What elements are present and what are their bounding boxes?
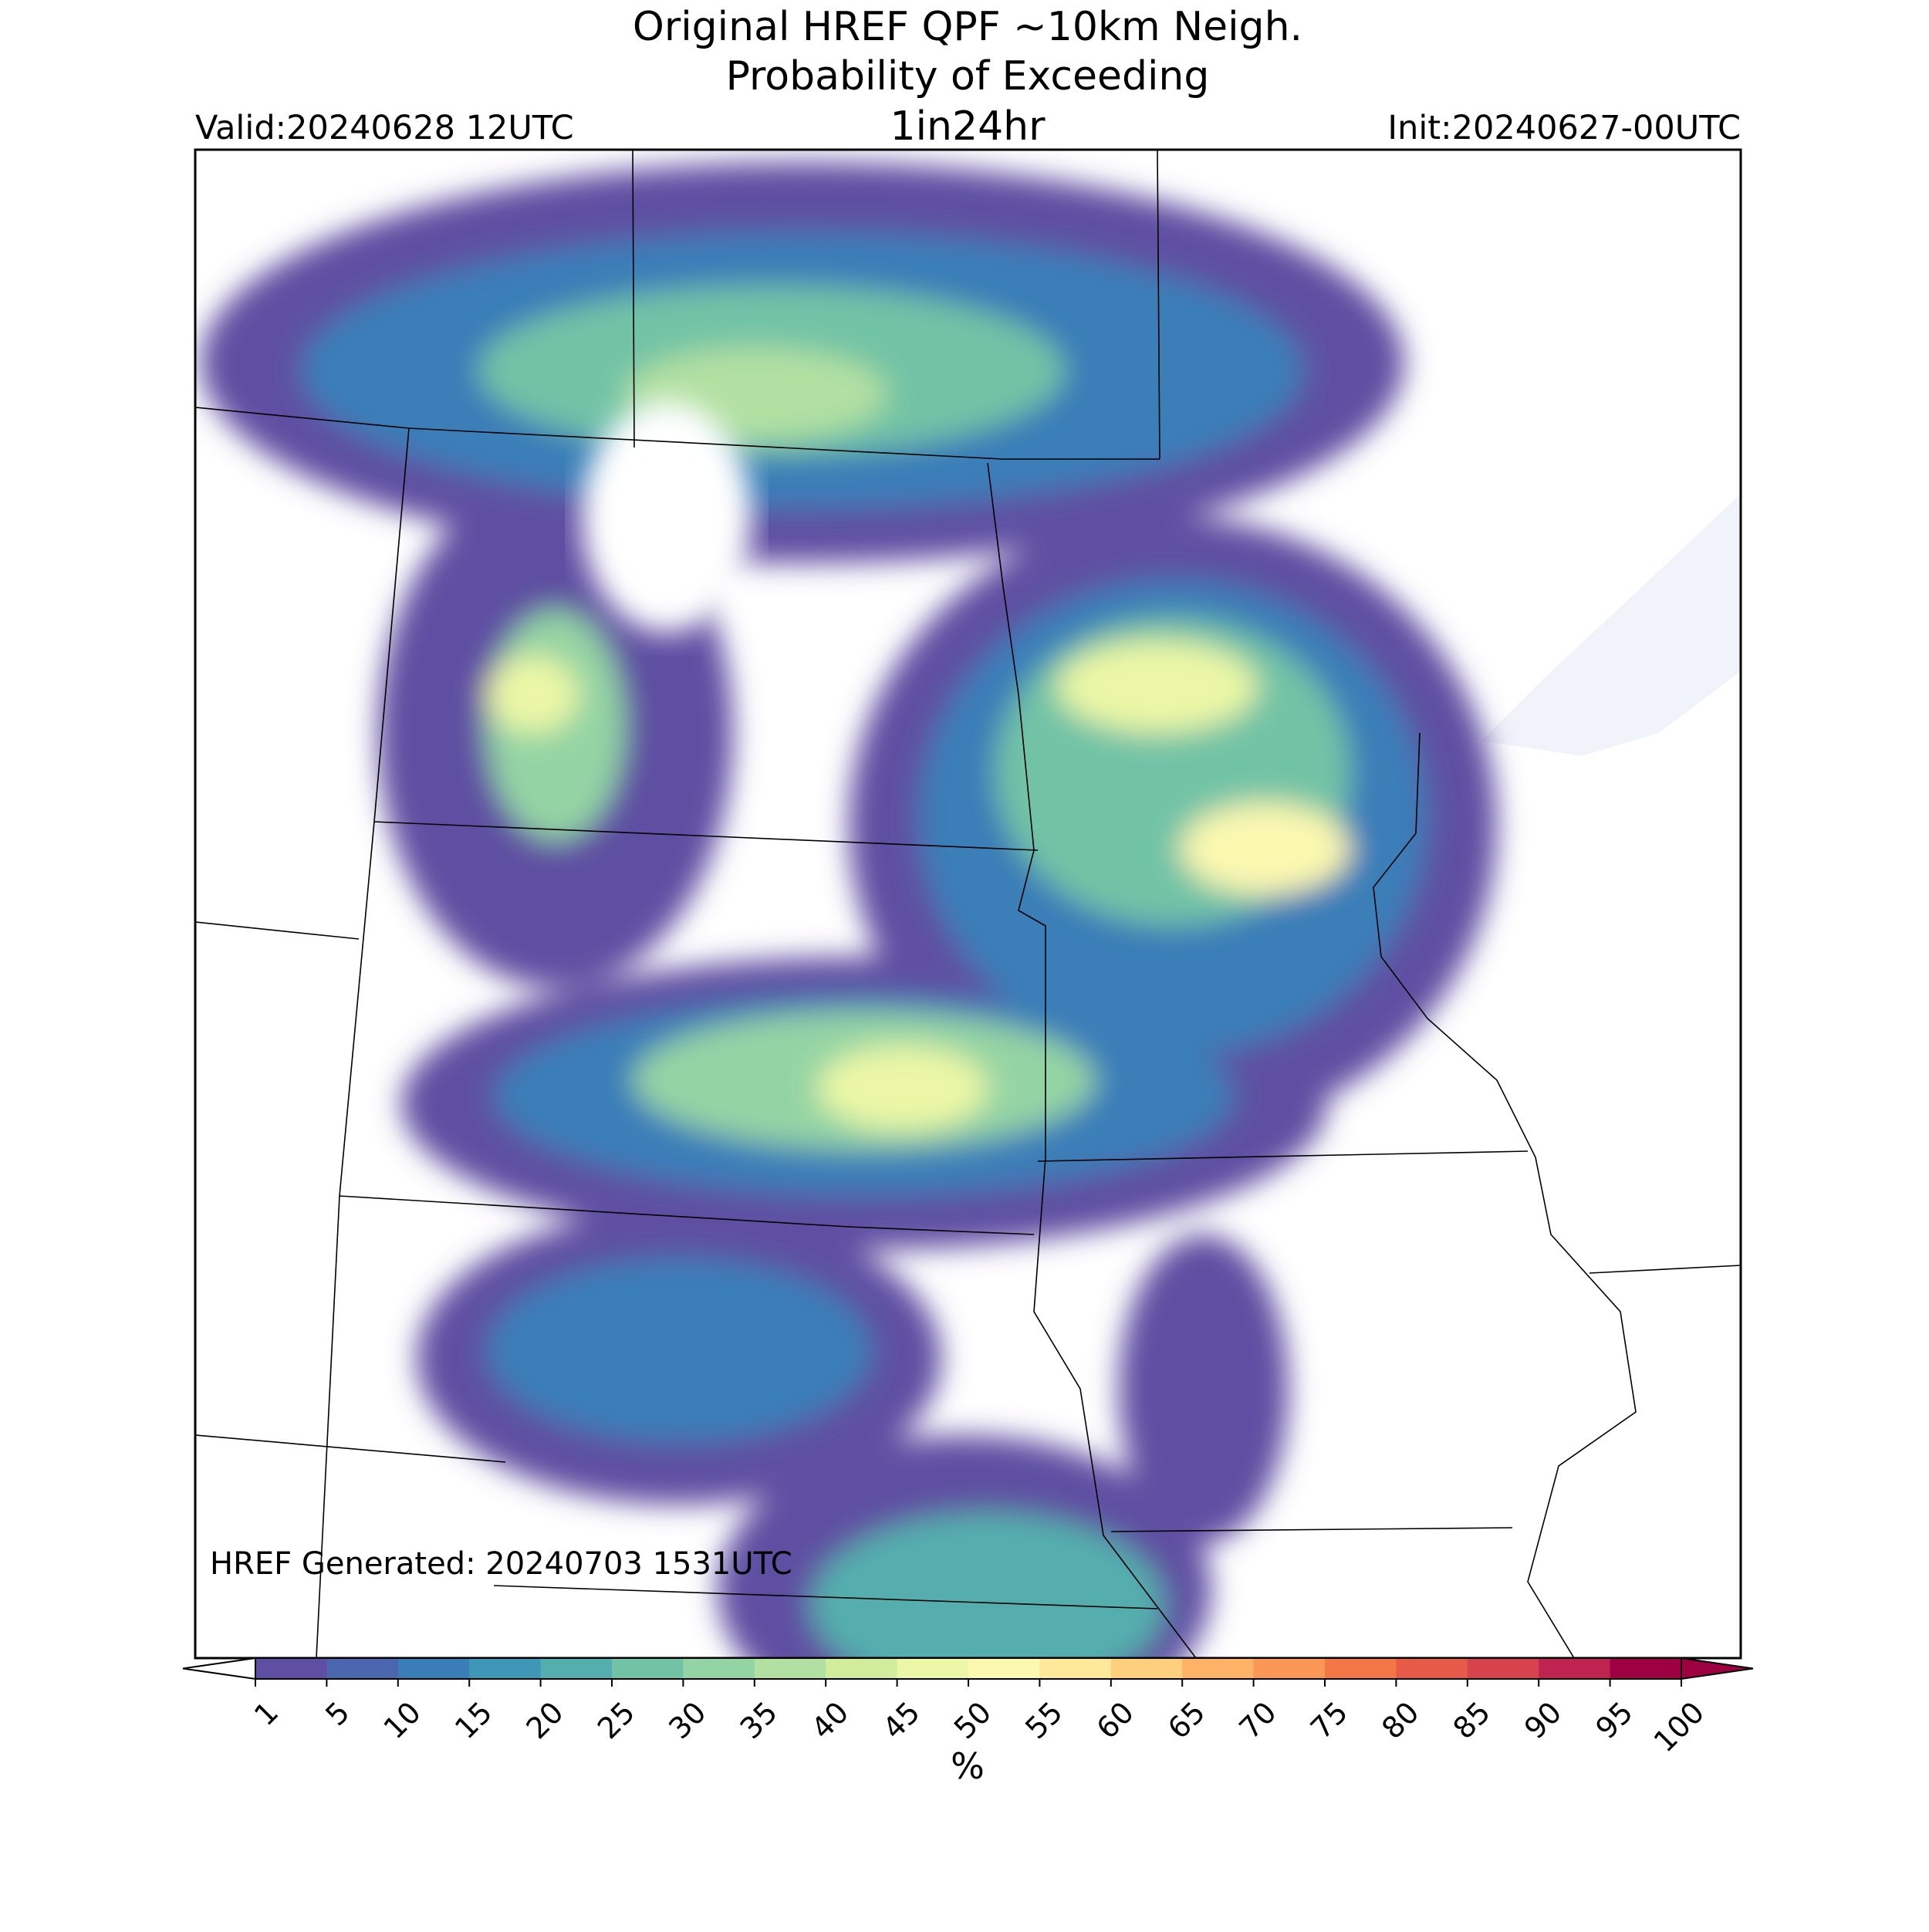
colorbar-segment <box>1539 1658 1611 1679</box>
tick-label: 45 <box>876 1695 926 1745</box>
tick-label: 85 <box>1447 1695 1497 1745</box>
borders <box>195 150 1741 1658</box>
tick-label: 50 <box>948 1695 998 1745</box>
init-time: Init:20240627-00UTC <box>1387 109 1741 147</box>
colorbar-segment <box>326 1658 399 1679</box>
tick-label: 30 <box>662 1695 712 1745</box>
colorbar-segment <box>754 1658 826 1679</box>
tick-label: 70 <box>1232 1695 1282 1745</box>
title-line: Original HREF QPF ~10km Neigh. <box>633 4 1302 50</box>
colorbar-segment <box>1039 1658 1112 1679</box>
generated-note: HREF Generated: 20240703 1531UTC <box>210 1546 792 1582</box>
probability-field <box>201 162 1497 1658</box>
colorbar-segment <box>1396 1658 1468 1679</box>
tick-label: 10 <box>377 1695 427 1745</box>
extend-high <box>1681 1657 1754 1680</box>
tick-label: 60 <box>1090 1695 1140 1745</box>
colorbar-segment <box>397 1658 470 1679</box>
valid-time: Valid:20240628 12UTC <box>195 109 574 147</box>
colorbar: 1 5 10 15 20 25 30 35 40 45 50 55 60 65 70 75 80 85 90 95 10… <box>182 1657 1754 1758</box>
colorbar-segment <box>826 1658 898 1679</box>
tick-label: 75 <box>1304 1695 1354 1745</box>
tick-label: 15 <box>448 1695 498 1745</box>
colorbar-segment <box>897 1658 969 1679</box>
colorbar-segment <box>255 1658 327 1679</box>
title-line: 1in24hr <box>890 103 1046 150</box>
colorbar-segment <box>1610 1658 1682 1679</box>
colorbar-segment <box>1325 1658 1397 1679</box>
tick-label: 25 <box>591 1695 641 1745</box>
colorbar-segment <box>1110 1658 1183 1679</box>
lake <box>1481 494 1741 756</box>
colorbar-segment <box>1467 1658 1539 1679</box>
map-area <box>195 150 1741 1658</box>
tick-label: 35 <box>734 1695 784 1745</box>
tick-label: 40 <box>805 1695 855 1745</box>
tick-label: 20 <box>519 1695 569 1745</box>
colorbar-segment <box>540 1658 613 1679</box>
colorbar-segment <box>1253 1658 1326 1679</box>
tick-label: 80 <box>1375 1695 1425 1745</box>
colorbar-segment <box>612 1658 684 1679</box>
colorbar-segment <box>683 1658 755 1679</box>
tick-label: 95 <box>1589 1695 1639 1745</box>
tick-label: 1 <box>248 1695 285 1732</box>
tick-label: 90 <box>1518 1695 1568 1745</box>
tick-label: 100 <box>1647 1695 1711 1758</box>
title-line: Probability of Exceeding <box>726 53 1210 100</box>
extend-low <box>182 1657 256 1680</box>
colorbar-segment <box>968 1658 1040 1679</box>
tick-label: 5 <box>319 1695 356 1732</box>
colorbar-label: % <box>951 1745 985 1787</box>
colorbar-segment <box>1182 1658 1255 1679</box>
tick-label: 65 <box>1161 1695 1211 1745</box>
tick-label: 55 <box>1019 1695 1069 1745</box>
colorbar-segment <box>469 1658 542 1679</box>
